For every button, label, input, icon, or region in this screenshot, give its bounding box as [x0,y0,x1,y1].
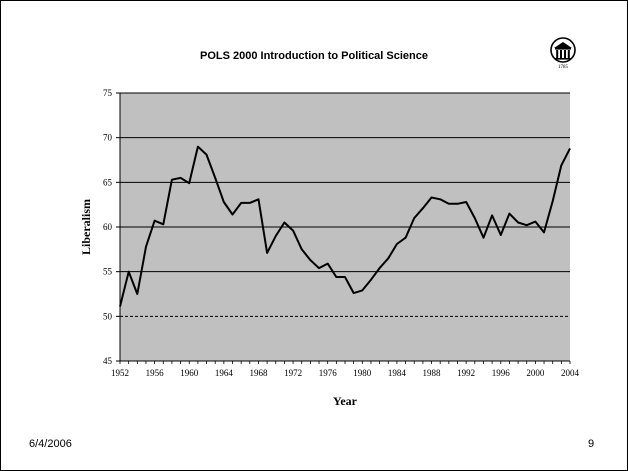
x-tick-label: 1964 [215,368,234,378]
y-tick-label: 65 [103,177,113,187]
university-arch-seal-icon: 1785 [550,37,576,70]
y-tick-label: 45 [103,356,113,366]
x-tick-label: 2004 [561,368,580,378]
x-tick-label: 1960 [180,368,199,378]
x-tick-label: 1952 [111,368,129,378]
x-tick-label: 1992 [457,368,475,378]
logo-year: 1785 [558,65,569,70]
slide-page-number: 9 [588,438,595,450]
x-tick-label: 1984 [388,368,407,378]
x-tick-label: 1976 [319,368,338,378]
y-tick-label: 60 [103,222,113,232]
slide-title: POLS 2000 Introduction to Political Scie… [200,50,428,62]
x-tick-label: 1968 [249,368,268,378]
y-tick-label: 75 [103,88,113,98]
x-tick-label: 1988 [423,368,442,378]
x-axis-title: Year [333,394,358,408]
x-tick-label: 1956 [146,368,165,378]
slide-date: 6/4/2006 [29,438,72,450]
x-tick-label: 1972 [284,368,302,378]
x-tick-label: 2000 [526,368,545,378]
y-tick-label: 50 [103,311,113,321]
y-axis-title: Liberalism [79,199,93,255]
x-tick-label: 1996 [492,368,511,378]
liberalism-series-line [119,145,571,307]
y-tick-label: 70 [103,133,113,143]
y-tick-label: 55 [103,267,113,277]
x-tick-label: 1980 [353,368,372,378]
